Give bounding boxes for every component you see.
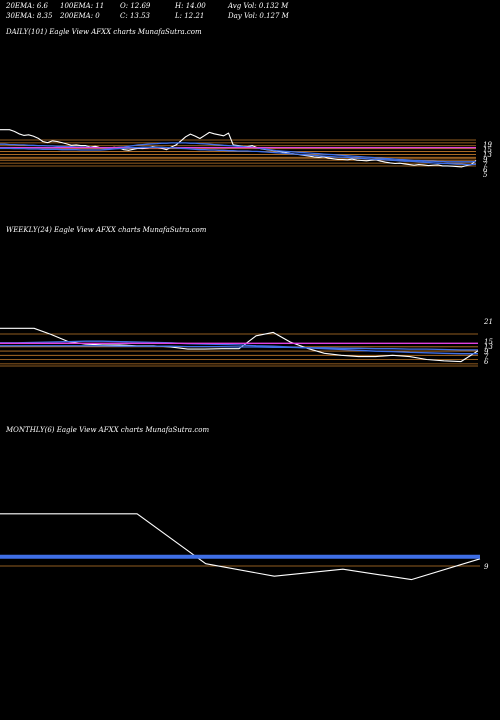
weekly-tick-label-5: 6	[484, 358, 489, 366]
monthly-series-price-0	[0, 513, 481, 581]
weekly-tick-label-2: 13	[484, 343, 493, 351]
stat-open: O: 12.69	[120, 2, 151, 10]
monthly-tick-label-0: 9	[484, 563, 489, 571]
daily-panel-title: DAILY(101) Eagle View AFXX charts Munafa…	[6, 28, 202, 36]
stat-ema200: 200EMA: 0	[60, 12, 100, 20]
stat-ema30: 30EMA: 8.35	[6, 12, 53, 20]
daily-tick-label-0: 19	[483, 141, 492, 149]
daily-tick-label-3: 9	[483, 156, 488, 164]
weekly-tick-label-3: 9	[484, 348, 489, 356]
stat-close: C: 13.53	[120, 12, 150, 20]
weekly-tick-label-1: 15	[484, 338, 493, 346]
monthly-panel-title: MONTHLY(6) Eagle View AFXX charts Munafa…	[6, 426, 210, 434]
weekly-tick-label-0: 21	[483, 318, 493, 326]
stat-high: H: 14.00	[175, 2, 206, 10]
daily-tick-label-5: 6	[483, 166, 488, 174]
stat-avg-vol: Avg Vol: 0.132 M	[228, 2, 289, 10]
stat-low: L: 12.21	[175, 12, 205, 20]
daily-tick-label-2: 13	[483, 151, 492, 159]
daily-tick-label-6: 5	[483, 171, 488, 179]
daily-tick-label-4: 7	[483, 161, 488, 169]
stat-ema100: 100EMA: 11	[60, 2, 105, 10]
weekly-tick-label-4: 7	[484, 353, 489, 361]
weekly-series-ema_blue-3	[0, 345, 478, 351]
weekly-panel-title: WEEKLY(24) Eagle View AFXX charts Munafa…	[6, 226, 207, 234]
weekly-series-ema_blue-1	[0, 340, 478, 355]
daily-tick-label-1: 15	[483, 146, 492, 154]
stat-ema20: 20EMA: 6.6	[6, 2, 48, 10]
daily-series-ema_blue-3	[0, 146, 477, 166]
monthly-chart: 9	[0, 513, 489, 581]
daily-series-price-0	[0, 129, 477, 168]
stat-day-vol: Day Vol: 0.127 M	[228, 12, 289, 20]
